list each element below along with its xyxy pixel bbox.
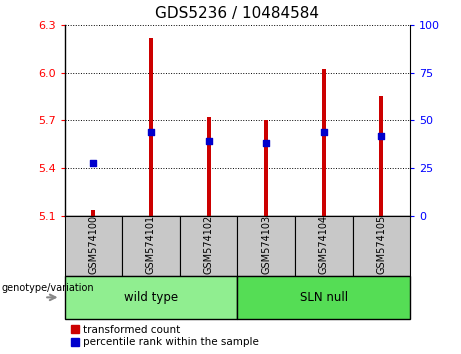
Bar xyxy=(322,69,326,216)
Text: GSM574101: GSM574101 xyxy=(146,215,156,274)
Bar xyxy=(379,96,384,216)
Bar xyxy=(353,216,410,276)
Bar xyxy=(295,216,353,276)
Bar xyxy=(237,216,295,276)
Text: genotype/variation: genotype/variation xyxy=(1,283,94,293)
Bar xyxy=(180,216,237,276)
Text: GSM574105: GSM574105 xyxy=(377,215,386,274)
Bar xyxy=(65,216,122,276)
Point xyxy=(263,140,270,145)
Title: GDS5236 / 10484584: GDS5236 / 10484584 xyxy=(155,6,319,21)
Point xyxy=(205,138,212,144)
Text: GSM574103: GSM574103 xyxy=(261,215,271,274)
Bar xyxy=(264,120,268,216)
Bar xyxy=(65,276,237,319)
Text: GSM574100: GSM574100 xyxy=(89,215,98,274)
Text: SLN null: SLN null xyxy=(300,291,348,304)
Bar xyxy=(207,117,211,216)
Point xyxy=(320,129,327,134)
Point xyxy=(378,133,385,139)
Bar xyxy=(122,216,180,276)
Text: wild type: wild type xyxy=(124,291,178,304)
Bar xyxy=(149,38,153,216)
Legend: transformed count, percentile rank within the sample: transformed count, percentile rank withi… xyxy=(70,324,260,348)
Bar xyxy=(237,276,410,319)
Point xyxy=(89,160,97,166)
Bar xyxy=(91,210,95,216)
Text: GSM574104: GSM574104 xyxy=(319,215,329,274)
Text: GSM574102: GSM574102 xyxy=(204,215,213,274)
Point xyxy=(148,129,155,134)
